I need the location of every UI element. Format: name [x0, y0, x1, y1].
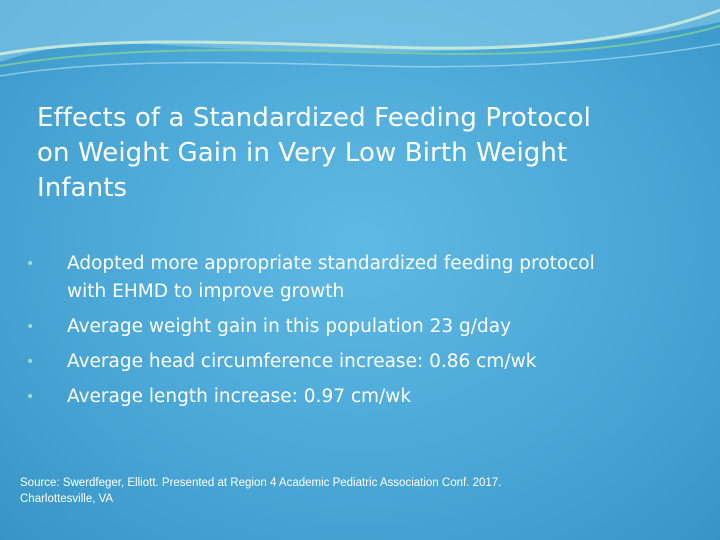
- bullet-item: • Adopted more appropriate standardized …: [20, 250, 700, 306]
- slide-title-line: on Weight Gain in Very Low Birth Weight: [37, 138, 568, 168]
- bullet-item: • Average length increase: 0.97 cm/wk: [20, 383, 700, 411]
- slide-title-line: Infants: [37, 173, 128, 203]
- bullet-marker: •: [26, 389, 35, 405]
- bullet-text: Average length increase: 0.97 cm/wk: [67, 383, 700, 411]
- bullet-line: Average length increase: 0.97 cm/wk: [67, 386, 412, 407]
- bullet-line: with EHMD to improve growth: [67, 281, 345, 302]
- bullet-text: Average weight gain in this population 2…: [67, 313, 700, 341]
- bullet-line: Average head circumference increase: 0.8…: [67, 351, 537, 372]
- source-line: Charlottesville, VA: [20, 493, 114, 505]
- bullet-line: Adopted more appropriate standardized fe…: [67, 253, 595, 274]
- top-wave-decoration: [0, 0, 720, 77]
- bullet-marker: •: [26, 319, 35, 335]
- source-citation: Source: Swerdfeger, Elliott. Presented a…: [20, 475, 700, 507]
- bullet-marker: •: [26, 354, 35, 370]
- bullet-text: Adopted more appropriate standardized fe…: [67, 250, 700, 306]
- bullet-item: • Average head circumference increase: 0…: [20, 348, 700, 376]
- bullet-marker: •: [26, 256, 35, 272]
- bullet-text: Average head circumference increase: 0.8…: [67, 348, 700, 376]
- bullet-item: • Average weight gain in this population…: [20, 313, 700, 341]
- bullet-list: • Adopted more appropriate standardized …: [20, 250, 700, 418]
- bullet-line: Average weight gain in this population 2…: [67, 316, 512, 337]
- source-line: Source: Swerdfeger, Elliott. Presented a…: [20, 477, 502, 489]
- slide-title-line: Effects of a Standardized Feeding Protoc…: [37, 103, 591, 133]
- slide-title: Effects of a Standardized Feeding Protoc…: [37, 101, 687, 206]
